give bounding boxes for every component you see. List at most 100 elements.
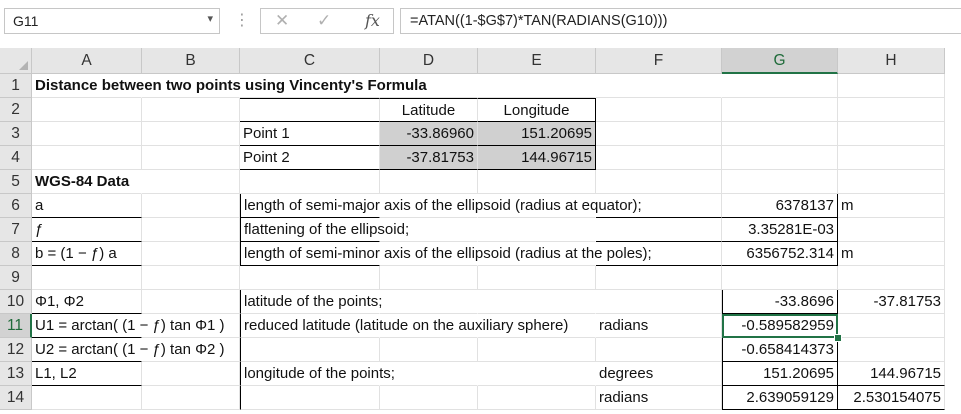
cell-b13[interactable] xyxy=(142,362,240,386)
cell-e13[interactable] xyxy=(478,362,596,386)
cell-b2[interactable] xyxy=(142,98,240,122)
cell-h2[interactable] xyxy=(838,98,945,122)
cell-b9[interactable] xyxy=(142,266,240,290)
cell-b6[interactable] xyxy=(142,194,240,218)
cell-c10[interactable]: latitude of the points; xyxy=(240,290,382,314)
cell-e14[interactable] xyxy=(478,386,596,410)
cell-a9[interactable] xyxy=(32,266,142,290)
cell-f2[interactable] xyxy=(596,98,722,122)
cell-b12[interactable] xyxy=(142,338,240,362)
cell-g2[interactable] xyxy=(722,98,838,122)
cell-c12[interactable] xyxy=(240,338,380,362)
cell-c1[interactable] xyxy=(240,74,380,98)
cell-c13[interactable]: longitude of the points; xyxy=(240,362,395,386)
chevron-down-icon[interactable]: ▾ xyxy=(207,13,213,25)
cell-h5[interactable] xyxy=(838,170,945,194)
select-all-button[interactable] xyxy=(0,48,32,74)
cell-c8[interactable]: length of semi-minor axis of the ellipso… xyxy=(240,242,652,266)
cell-a7[interactable]: ƒ xyxy=(32,218,142,242)
row-header-9[interactable]: 9 xyxy=(0,266,32,290)
cell-a6[interactable]: a xyxy=(32,194,142,218)
cell-h14[interactable]: 2.530154075 xyxy=(838,386,945,410)
cell-d1[interactable] xyxy=(380,74,478,98)
row-header-11[interactable]: 11 xyxy=(0,314,32,338)
cell-a3[interactable] xyxy=(32,122,142,146)
cell-d11[interactable] xyxy=(380,314,478,338)
cell-e3[interactable]: 151.20695 xyxy=(478,122,596,146)
cell-h4[interactable] xyxy=(838,146,945,170)
cell-e1[interactable] xyxy=(478,74,596,98)
cell-h7[interactable] xyxy=(838,218,945,242)
cell-g14[interactable]: 2.639059129 xyxy=(722,386,838,410)
cell-e10[interactable] xyxy=(478,290,596,314)
cell-b10[interactable] xyxy=(142,290,240,314)
cell-a10[interactable]: Φ1, Φ2 xyxy=(32,290,142,314)
enter-icon[interactable]: ✓ xyxy=(317,11,332,30)
column-header-c[interactable]: C xyxy=(240,48,380,74)
row-header-3[interactable]: 3 xyxy=(0,122,32,146)
column-header-b[interactable]: B xyxy=(142,48,240,74)
cell-a11[interactable]: U1 = arctan( (1 − ƒ) tan Φ1 ) xyxy=(32,314,225,338)
cell-h8[interactable]: m xyxy=(838,242,945,266)
cell-b7[interactable] xyxy=(142,218,240,242)
cell-f7[interactable] xyxy=(596,218,722,242)
cell-h13[interactable]: 144.96715 xyxy=(838,362,945,386)
cell-a13[interactable]: L1, L2 xyxy=(32,362,142,386)
row-header-2[interactable]: 2 xyxy=(0,98,32,122)
column-header-a[interactable]: A xyxy=(32,48,142,74)
cell-c2[interactable] xyxy=(240,98,380,122)
cell-d13[interactable] xyxy=(380,362,478,386)
cell-e5[interactable] xyxy=(478,170,596,194)
cell-d12[interactable] xyxy=(380,338,478,362)
cell-g11[interactable]: -0.589582959 xyxy=(722,314,838,338)
cell-a2[interactable] xyxy=(32,98,142,122)
cell-b11[interactable] xyxy=(142,314,240,338)
insert-function-icon[interactable]: fx xyxy=(365,11,380,30)
row-header-5[interactable]: 5 xyxy=(0,170,32,194)
cell-d3[interactable]: -33.86960 xyxy=(380,122,478,146)
cell-a1[interactable]: Distance between two points using Vincen… xyxy=(32,74,427,98)
cell-f6[interactable] xyxy=(596,194,722,218)
cell-h11[interactable] xyxy=(838,314,945,338)
column-header-g[interactable]: G xyxy=(722,48,838,74)
cell-c7[interactable]: flattening of the ellipsoid; xyxy=(240,218,409,242)
row-header-14[interactable]: 14 xyxy=(0,386,32,410)
cell-a5[interactable]: WGS-84 Data xyxy=(32,170,142,194)
cell-c3[interactable]: Point 1 xyxy=(240,122,380,146)
cell-c14[interactable] xyxy=(240,386,380,410)
cell-d2[interactable]: Latitude xyxy=(380,98,478,122)
cell-a12[interactable]: U2 = arctan( (1 − ƒ) tan Φ2 ) xyxy=(32,338,225,362)
cell-e9[interactable] xyxy=(478,266,596,290)
row-header-7[interactable]: 7 xyxy=(0,218,32,242)
cell-a4[interactable] xyxy=(32,146,142,170)
cell-g5[interactable] xyxy=(722,170,838,194)
cell-c6[interactable]: length of semi-major axis of the ellipso… xyxy=(240,194,642,218)
cell-a8[interactable]: b = (1 − ƒ) a xyxy=(32,242,142,266)
cell-d14[interactable] xyxy=(380,386,478,410)
column-header-d[interactable]: D xyxy=(380,48,478,74)
column-header-e[interactable]: E xyxy=(478,48,596,74)
more-options-icon[interactable]: ⋮ xyxy=(234,12,250,29)
cell-h1[interactable] xyxy=(838,74,945,98)
row-header-13[interactable]: 13 xyxy=(0,362,32,386)
cell-g4[interactable] xyxy=(722,146,838,170)
cell-f14[interactable]: radians xyxy=(596,386,722,410)
cell-g3[interactable] xyxy=(722,122,838,146)
cell-h3[interactable] xyxy=(838,122,945,146)
cell-g6[interactable]: 6378137 xyxy=(722,194,838,218)
cell-g12[interactable]: -0.658414373 xyxy=(722,338,838,362)
cell-d10[interactable] xyxy=(380,290,478,314)
cell-f11[interactable]: radians xyxy=(596,314,722,338)
cell-h10[interactable]: -37.81753 xyxy=(838,290,945,314)
cell-d4[interactable]: -37.81753 xyxy=(380,146,478,170)
row-header-12[interactable]: 12 xyxy=(0,338,32,362)
cell-e8[interactable] xyxy=(478,242,596,266)
cell-g9[interactable] xyxy=(722,266,838,290)
cell-f12[interactable] xyxy=(596,338,722,362)
cell-f5[interactable] xyxy=(596,170,722,194)
row-header-10[interactable]: 10 xyxy=(0,290,32,314)
cell-e6[interactable] xyxy=(478,194,596,218)
cell-e12[interactable] xyxy=(478,338,596,362)
cell-d7[interactable] xyxy=(380,218,478,242)
cell-d8[interactable] xyxy=(380,242,478,266)
